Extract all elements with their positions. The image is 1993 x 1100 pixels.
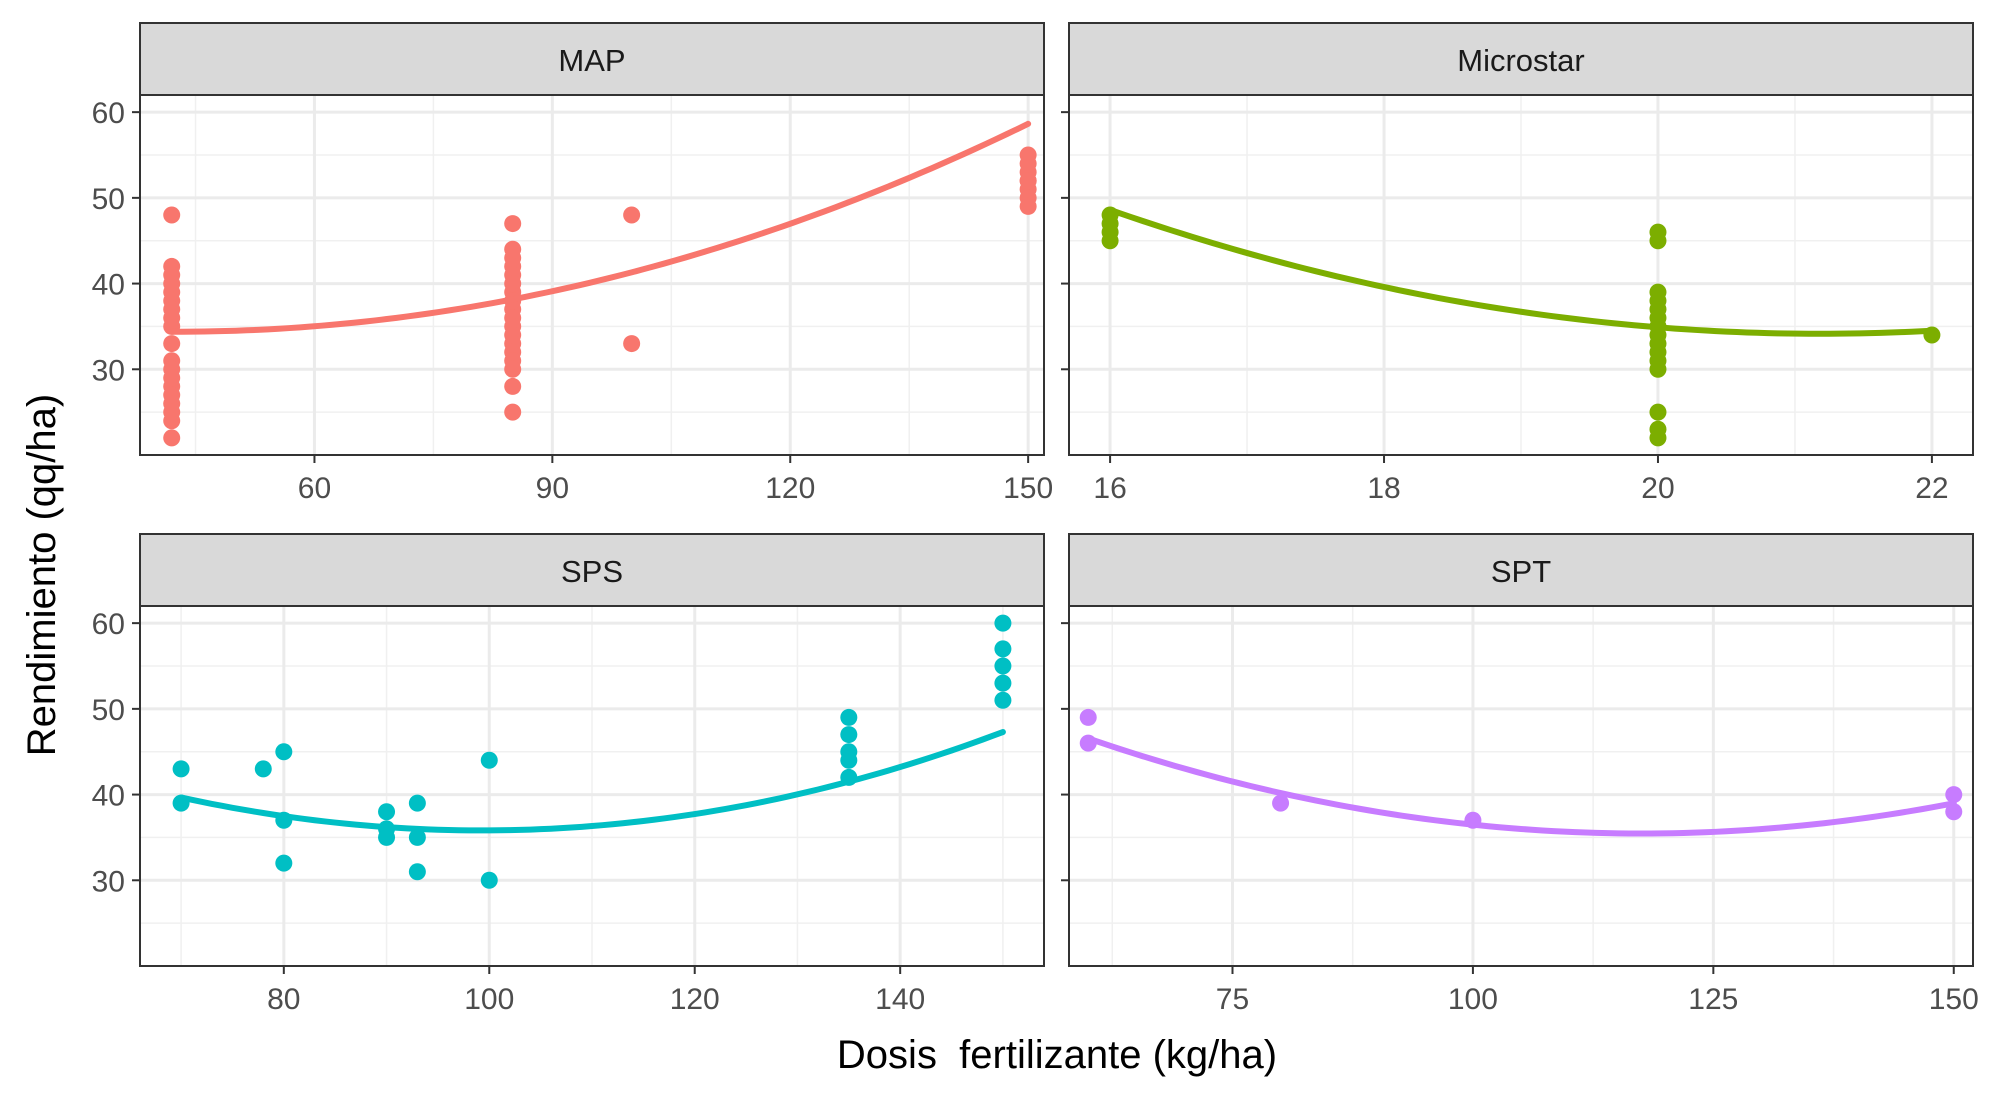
data-point [1019,197,1037,215]
data-point [840,708,858,726]
data-point [1945,803,1963,821]
x-tick-label: 60 [298,472,331,505]
x-tick-label: 120 [670,983,720,1016]
x-axis-title: Dosis fertilizante (kg/ha) [837,1033,1277,1077]
data-point [172,760,190,778]
facet-panels: MAP 60 90 120 150 30 40 50 60 Microstar 16 18 20 22 SP… [92,22,1979,1016]
data-point [408,863,426,881]
data-point [480,751,498,769]
data-point [1272,794,1290,812]
fit-curve [1085,735,1957,837]
x-tick-label: 18 [1367,472,1400,505]
x-tick-label: 100 [464,983,514,1016]
data-point [163,369,181,387]
data-point [1101,232,1119,250]
data-point [994,640,1012,658]
x-tick-label: 20 [1641,472,1674,505]
x-tick-label: 125 [1688,983,1738,1016]
data-point [275,854,293,872]
y-tick-label: 50 [92,183,125,216]
facet-strip-label: SPS [561,554,623,589]
x-tick-label: 100 [1448,983,1498,1016]
facet-strip [139,22,1045,96]
data-point [480,871,498,889]
y-tick-label: 60 [92,97,125,130]
panel-border [1068,605,1974,967]
facet-strip [139,533,1045,607]
facet-panel-1: Microstar 16 18 20 22 [1061,22,1974,505]
x-tick-label: 80 [267,983,300,1016]
x-tick-label: 120 [765,472,815,505]
fit-curve [1107,206,1935,337]
data-point [994,674,1012,692]
data-point [254,760,272,778]
facet-panel-2: SPS 80 100 120 140 30 40 50 60 [92,533,1045,1016]
panel-border [1068,94,1974,456]
y-tick-label: 40 [92,780,125,813]
y-tick-label: 30 [92,865,125,898]
data-point [163,206,181,224]
x-tick-label: 75 [1216,983,1249,1016]
fit-curve [178,729,1006,834]
data-point [1079,708,1097,726]
data-point [378,828,396,846]
x-tick-label: 16 [1093,472,1126,505]
x-tick-label: 90 [536,472,569,505]
plot-background [1069,606,1973,966]
data-point [623,335,641,353]
data-point [840,726,858,744]
facet-strip [1068,22,1974,96]
data-point [994,614,1012,632]
facet-strip-label: Microstar [1457,43,1584,78]
data-point [163,412,181,430]
data-point [623,206,641,224]
data-point [994,691,1012,709]
y-tick-label: 60 [92,608,125,641]
data-point [840,751,858,769]
facet-strip [1068,533,1974,607]
data-point [163,335,181,353]
facet-strip-label: MAP [558,43,625,78]
y-tick-label: 50 [92,694,125,727]
facet-panel-0: MAP 60 90 120 150 30 40 50 60 [92,22,1053,505]
fit-curve [168,120,1032,335]
y-tick-label: 40 [92,269,125,302]
data-point [378,803,396,821]
data-point [163,275,181,293]
data-point [1649,360,1667,378]
data-point [504,215,522,233]
panel-border [139,94,1045,456]
data-point [504,360,522,378]
data-point [163,309,181,327]
data-point [994,657,1012,675]
data-point [1019,172,1037,190]
y-axis-title: Rendimiento (qq/ha) [20,394,64,756]
facet-panel-3: SPT 75 100 125 150 [1061,533,1979,1016]
data-point [504,275,522,293]
facet-strip-label: SPT [1491,554,1551,589]
plot-background [140,95,1044,455]
data-point [1649,403,1667,421]
x-tick-label: 150 [1929,983,1979,1016]
data-point [408,794,426,812]
data-point [163,429,181,447]
x-tick-label: 150 [1003,472,1053,505]
x-tick-label: 22 [1915,472,1948,505]
data-point [1649,429,1667,447]
data-point [1649,232,1667,250]
y-tick-label: 30 [92,354,125,387]
data-point [504,403,522,421]
data-point [408,828,426,846]
data-point [1945,786,1963,804]
x-tick-label: 140 [875,983,925,1016]
data-point [275,743,293,761]
data-point [504,377,522,395]
panel-border [139,605,1045,967]
